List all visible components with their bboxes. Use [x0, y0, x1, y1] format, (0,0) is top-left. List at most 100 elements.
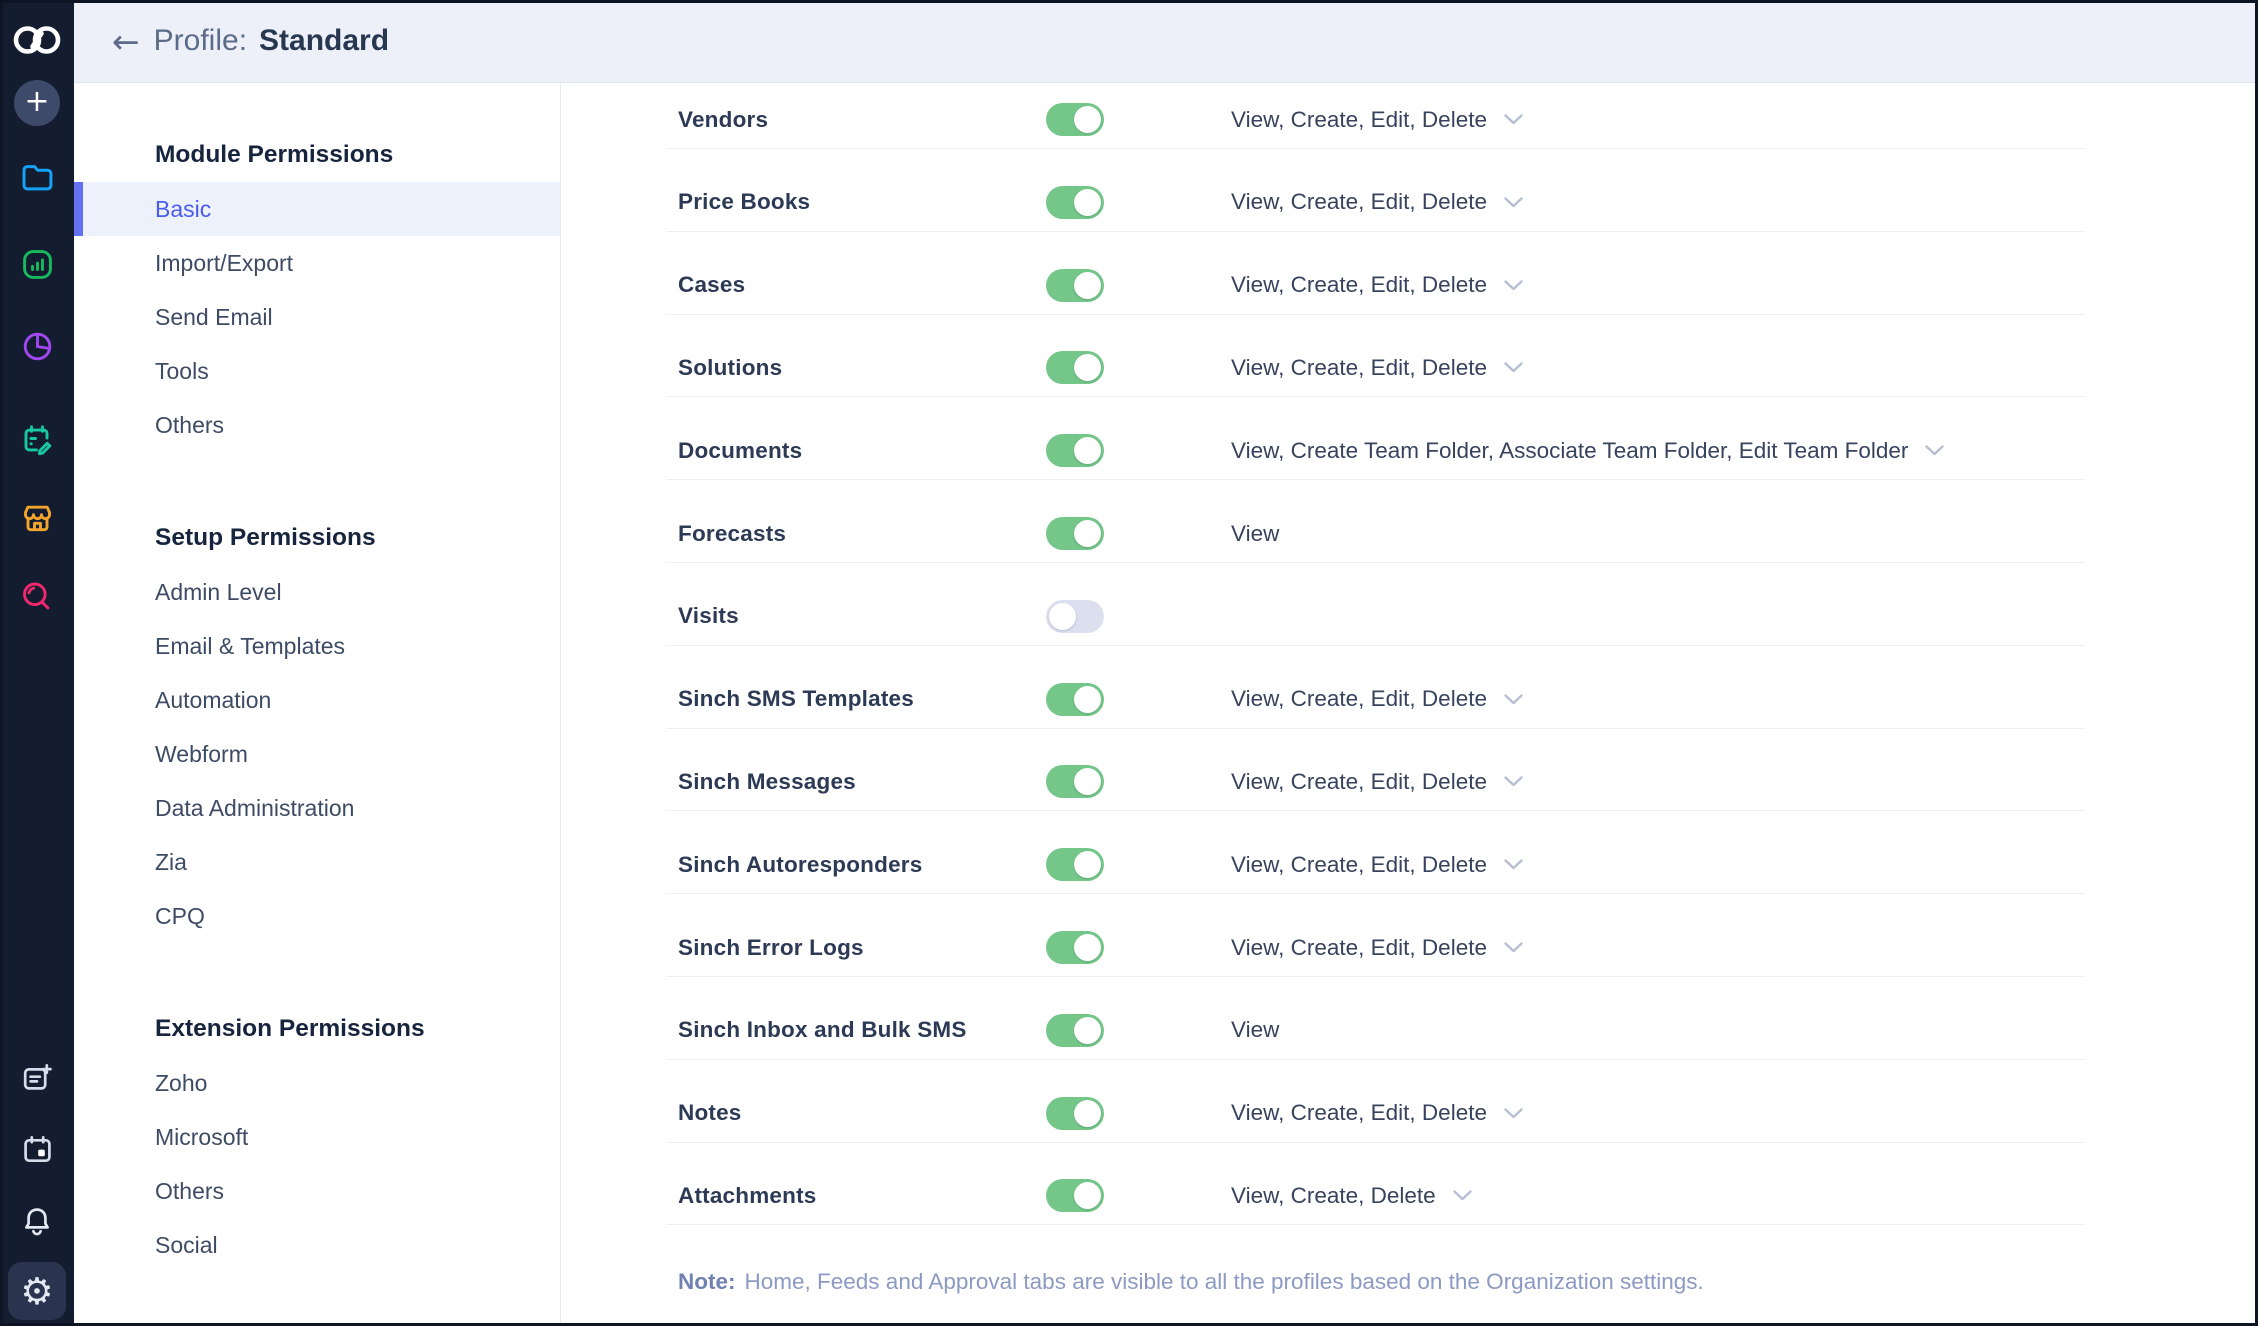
module-toggle-on[interactable] — [1046, 268, 1104, 302]
permission-row-vendors: Vendors View, Create, Edit, Delete — [666, 84, 2085, 149]
module-toggle-on[interactable] — [1046, 434, 1104, 468]
chevron-down-icon — [1503, 1107, 1524, 1120]
gear-icon: ⚙ — [20, 1269, 54, 1313]
marketplace-icon[interactable] — [0, 503, 74, 534]
permission-row-attachments: Attachments View, Create, Delete — [666, 1143, 2085, 1226]
zoho-crm-logo-icon[interactable] — [0, 16, 74, 64]
module-label: Visits — [678, 603, 739, 629]
permissions-summary: View — [1231, 521, 1279, 547]
nav-section-heading-module-permissions: Module Permissions — [155, 141, 394, 168]
sidebar-item-admin-level[interactable]: Admin Level — [155, 579, 282, 605]
module-label: Forecasts — [678, 520, 787, 546]
module-toggle-on[interactable] — [1046, 1096, 1104, 1130]
module-label: Price Books — [678, 189, 811, 215]
add-button[interactable]: + — [0, 80, 74, 126]
toggle-knob — [1074, 1099, 1101, 1127]
sidebar-item-import-export[interactable]: Import/Export — [155, 250, 294, 276]
chevron-down-icon — [1503, 361, 1524, 374]
module-label: Notes — [678, 1100, 742, 1126]
sidebar-item-automation[interactable]: Automation — [155, 687, 272, 713]
permissions-summary[interactable]: View, Create, Edit, Delete — [1231, 935, 1524, 961]
permissions-summary[interactable]: View, Create, Edit, Delete — [1231, 852, 1524, 878]
permissions-text: View — [1231, 1017, 1280, 1043]
page-title-label: Profile: — [153, 24, 248, 57]
permissions-summary[interactable]: View, Create Team Folder, Associate Team… — [1231, 438, 1945, 464]
module-toggle-on[interactable] — [1046, 1179, 1104, 1213]
module-toggle-on[interactable] — [1046, 682, 1104, 716]
permission-row-sinch-autoresponders: Sinch Autoresponders View, Create, Edit, … — [666, 811, 2085, 895]
app-icon-rail: + ⚙ — [0, 0, 74, 1326]
module-toggle-on[interactable] — [1046, 1013, 1104, 1047]
sidebar-item-cpq[interactable]: CPQ — [155, 903, 205, 929]
sidebar-item-send-email[interactable]: Send Email — [155, 304, 273, 330]
chevron-down-icon — [1924, 444, 1945, 457]
permissions-summary[interactable]: View, Create, Edit, Delete — [1231, 686, 1524, 712]
module-label: Sinch Inbox and Bulk SMS — [678, 1017, 967, 1043]
nav-section-heading-extension-permissions: Extension Permissions — [155, 1015, 425, 1042]
side-nav: Module Permissions Basic Import/Export Send… — [74, 84, 561, 1326]
permissions-summary[interactable]: View, Create, Edit, Delete — [1231, 189, 1524, 215]
folders-icon[interactable] — [0, 162, 74, 192]
permissions-text: View, Create, Edit, Delete — [1231, 106, 1487, 132]
activities-icon[interactable] — [0, 424, 74, 456]
toggle-knob — [1074, 437, 1101, 465]
permission-row-visits: Visits — [666, 563, 2085, 646]
sidebar-item-microsoft[interactable]: Microsoft — [155, 1124, 249, 1150]
module-toggle-off[interactable] — [1046, 599, 1104, 633]
permissions-text: View, Create, Edit, Delete — [1231, 354, 1487, 380]
reports-icon[interactable] — [0, 331, 74, 362]
permissions-text: View, Create, Edit, Delete — [1231, 686, 1487, 712]
module-label: Vendors — [678, 106, 769, 132]
sidebar-item-basic[interactable]: Basic — [74, 182, 560, 236]
zia-search-icon[interactable] — [0, 581, 74, 613]
module-toggle-on[interactable] — [1046, 185, 1104, 219]
permissions-summary[interactable]: View, Create, Edit, Delete — [1231, 769, 1524, 795]
permission-row-notes: Notes View, Create, Edit, Delete — [666, 1060, 2085, 1143]
toggle-knob — [1074, 106, 1101, 133]
permissions-summary[interactable]: View, Create, Edit, Delete — [1231, 355, 1524, 381]
permissions-summary: View — [1231, 1017, 1279, 1043]
sidebar-item-email-templates[interactable]: Email & Templates — [155, 633, 346, 659]
chevron-down-icon — [1503, 858, 1524, 871]
zoho-crm-logo-glyph — [13, 26, 61, 54]
sidebar-item-data-administration[interactable]: Data Administration — [155, 795, 355, 821]
toggle-knob — [1074, 188, 1101, 216]
permission-row-price-books: Price Books View, Create, Edit, Delete — [666, 149, 2085, 232]
permission-row-documents: Documents View, Create Team Folder, Assoc… — [666, 397, 2085, 481]
permissions-summary[interactable]: View, Create, Delete — [1231, 1183, 1473, 1209]
module-toggle-on[interactable] — [1046, 931, 1104, 965]
toggle-knob — [1074, 1182, 1101, 1210]
permissions-text: View, Create Team Folder, Associate Team… — [1231, 437, 1909, 463]
notifications-icon[interactable] — [0, 1206, 74, 1238]
permissions-text: View, Create, Edit, Delete — [1231, 272, 1487, 298]
permissions-summary[interactable]: View, Create, Edit, Delete — [1231, 1100, 1524, 1126]
module-toggle-on[interactable] — [1046, 351, 1104, 385]
calendar-icon[interactable] — [0, 1135, 74, 1166]
page-title-value: Standard — [259, 24, 390, 57]
module-toggle-on[interactable] — [1046, 765, 1104, 799]
module-toggle-on[interactable] — [1046, 517, 1104, 551]
back-arrow-icon[interactable]: ← — [112, 21, 140, 61]
chevron-down-icon — [1503, 775, 1524, 788]
module-toggle-on[interactable] — [1046, 848, 1104, 882]
settings-button[interactable]: ⚙ — [0, 1262, 74, 1320]
permissions-summary[interactable]: View, Create, Edit, Delete — [1231, 272, 1524, 298]
chevron-down-icon — [1503, 113, 1524, 126]
toggle-knob — [1074, 685, 1101, 713]
toggle-knob — [1074, 934, 1101, 962]
permission-row-sinch-inbox-and-bulk-sms: Sinch Inbox and Bulk SMS View — [666, 977, 2085, 1060]
analytics-icon[interactable] — [0, 249, 74, 280]
sidebar-item-others[interactable]: Others — [155, 412, 225, 438]
sidebar-item-social[interactable]: Social — [155, 1232, 218, 1258]
module-toggle-on[interactable] — [1046, 103, 1104, 136]
sidebar-item-zoho[interactable]: Zoho — [155, 1070, 208, 1096]
sidebar-item-others[interactable]: Others — [155, 1178, 225, 1204]
compose-note-icon[interactable] — [0, 1063, 74, 1094]
permission-row-forecasts: Forecasts View — [666, 480, 2085, 563]
permissions-text: View, Create, Edit, Delete — [1231, 189, 1487, 215]
sidebar-item-tools[interactable]: Tools — [155, 358, 209, 384]
sidebar-item-webform[interactable]: Webform — [155, 741, 248, 767]
permission-row-sinch-sms-templates: Sinch SMS Templates View, Create, Edit, D… — [666, 646, 2085, 729]
permissions-summary[interactable]: View, Create, Edit, Delete — [1231, 107, 1524, 133]
sidebar-item-zia[interactable]: Zia — [155, 849, 187, 875]
